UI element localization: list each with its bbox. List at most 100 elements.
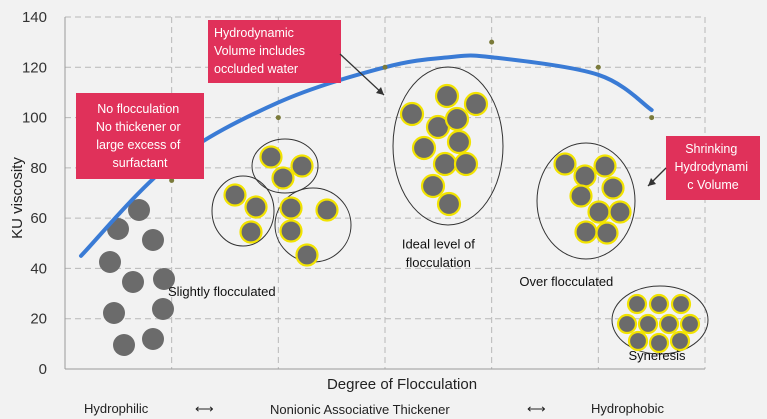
- coated-particle: [587, 200, 611, 224]
- coated-particle: [295, 243, 319, 267]
- callout-shrink-line-3: c Volume: [687, 178, 738, 192]
- coated-particle: [608, 200, 632, 224]
- coated-particle: [569, 184, 593, 208]
- coated-particle: [648, 293, 670, 315]
- svg-text:No flocculation No thick: No flocculation No thickener or large ex…: [96, 102, 184, 170]
- coated-particle: [626, 293, 648, 315]
- coated-particle: [601, 176, 625, 200]
- floc-group-outline: [251, 138, 319, 194]
- callout-shrink-line-1: Shrinking: [685, 142, 737, 156]
- annotation-0: Slightly flocculated: [168, 284, 276, 299]
- coated-particle: [411, 135, 437, 161]
- callout-no-floc-line-4: surfactant: [113, 156, 168, 170]
- y-tick-label-4: 80: [30, 160, 47, 177]
- over-group-outline: [536, 142, 636, 260]
- y-tick-label-0: 0: [39, 361, 47, 378]
- coated-particle: [271, 166, 295, 190]
- annotations: Slightly flocculated Ideal level of floccu…: [168, 236, 686, 363]
- y-tick-label-6: 120: [22, 59, 47, 76]
- coated-particle: [223, 183, 247, 207]
- annotation-4: Syneresis: [628, 348, 686, 363]
- coated-particle: [669, 330, 691, 352]
- annotation-2: flocculation: [406, 255, 471, 270]
- bare-particle: [142, 229, 164, 251]
- callout-hydro-line-1: Hydrodynamic: [214, 26, 294, 40]
- bare-particle: [142, 328, 164, 350]
- callout-no-floc-line-3: large excess of: [96, 138, 181, 152]
- coated-particle: [595, 221, 619, 245]
- callout-no-flocculation: No flocculation No thickener or large ex…: [76, 93, 204, 179]
- data-point-3: [489, 39, 495, 45]
- ideal-group-outline: [392, 66, 504, 226]
- coated-particle: [259, 145, 283, 169]
- y-tick-label-1: 20: [30, 311, 47, 328]
- callout-no-flocculation-box: [76, 93, 204, 179]
- hydrophilic-label: Hydrophilic: [84, 401, 149, 416]
- callout-shrinking-box: [666, 136, 760, 200]
- particle-clusters: [99, 66, 709, 356]
- callout-no-floc-line-2: No thickener or: [96, 120, 181, 134]
- right-double-arrow: ⟷: [527, 401, 546, 416]
- coated-particle: [574, 220, 598, 244]
- coated-particle: [244, 195, 268, 219]
- coated-particle: [670, 293, 692, 315]
- svg-text:Hydrodynamic Volume incl: Hydrodynamic Volume includes occluded wa…: [214, 26, 309, 76]
- coated-particle: [453, 151, 479, 177]
- callout-hydrodynamic-box: [208, 20, 341, 83]
- callout-hydro-line-2: Volume includes: [214, 44, 305, 58]
- bare-particle: [99, 251, 121, 273]
- hydrophobic-label: Hydrophobic: [591, 401, 664, 416]
- callout-no-floc-line-1: No flocculation: [97, 102, 179, 116]
- bare-particle: [122, 271, 144, 293]
- coated-particle: [290, 154, 314, 178]
- bare-particle: [128, 199, 150, 221]
- coated-particle: [658, 313, 680, 335]
- coated-particle: [420, 173, 446, 199]
- callout-shrink-line-2: Hydrodynami: [674, 160, 748, 174]
- coated-particle: [446, 129, 472, 155]
- coated-particle: [436, 191, 462, 217]
- bare-particle: [152, 298, 174, 320]
- y-tick-label-7: 140: [22, 9, 47, 26]
- data-point-0: [169, 177, 175, 183]
- annotation-1: Ideal level of: [402, 236, 475, 251]
- y-axis-label: KU viscosity: [9, 157, 26, 239]
- y-tick-label-2: 40: [30, 260, 47, 277]
- coated-particle: [279, 219, 303, 243]
- callout-hydro-line-3: occluded water: [214, 62, 298, 76]
- coated-particle: [432, 151, 458, 177]
- coated-particle: [444, 106, 470, 132]
- bare-particle: [113, 334, 135, 356]
- coated-particle: [553, 152, 577, 176]
- floc-group-outline: [211, 175, 275, 247]
- data-point-5: [649, 115, 655, 121]
- coated-particle: [637, 313, 659, 335]
- coated-particle: [399, 101, 425, 127]
- bare-particle: [103, 302, 125, 324]
- callout-shrinking: Shrinking Hydrodynami c Volume: [647, 136, 760, 200]
- coated-particle: [593, 154, 617, 178]
- coated-particle: [279, 196, 303, 220]
- syneresis-outline: [611, 285, 709, 355]
- coated-particle: [463, 91, 489, 117]
- callout-hydrodynamic-volume: Hydrodynamic Volume includes occluded wa…: [208, 20, 385, 96]
- x-axis-label: Degree of Flocculation: [327, 376, 477, 393]
- data-markers: [169, 39, 655, 183]
- coated-particle: [434, 83, 460, 109]
- callout-hydro-arrow: [339, 53, 385, 96]
- left-double-arrow: ⟷: [195, 401, 214, 416]
- nonionic-thickener-label: Nonionic Associative Thickener: [270, 402, 450, 417]
- coated-particle: [616, 313, 638, 335]
- annotation-3: Over flocculated: [519, 274, 613, 289]
- coated-particle: [315, 198, 339, 222]
- coated-particle: [679, 313, 701, 335]
- data-point-1: [275, 115, 281, 121]
- coated-particle: [627, 330, 649, 352]
- callout-shrink-arrowhead: [648, 178, 656, 186]
- coated-particle: [573, 164, 597, 188]
- data-point-2: [382, 64, 388, 70]
- callout-hydro-arrowhead: [376, 87, 384, 95]
- svg-text:Shrinking Hydrodynami: Shrinking Hydrodynami c Volume: [674, 142, 751, 192]
